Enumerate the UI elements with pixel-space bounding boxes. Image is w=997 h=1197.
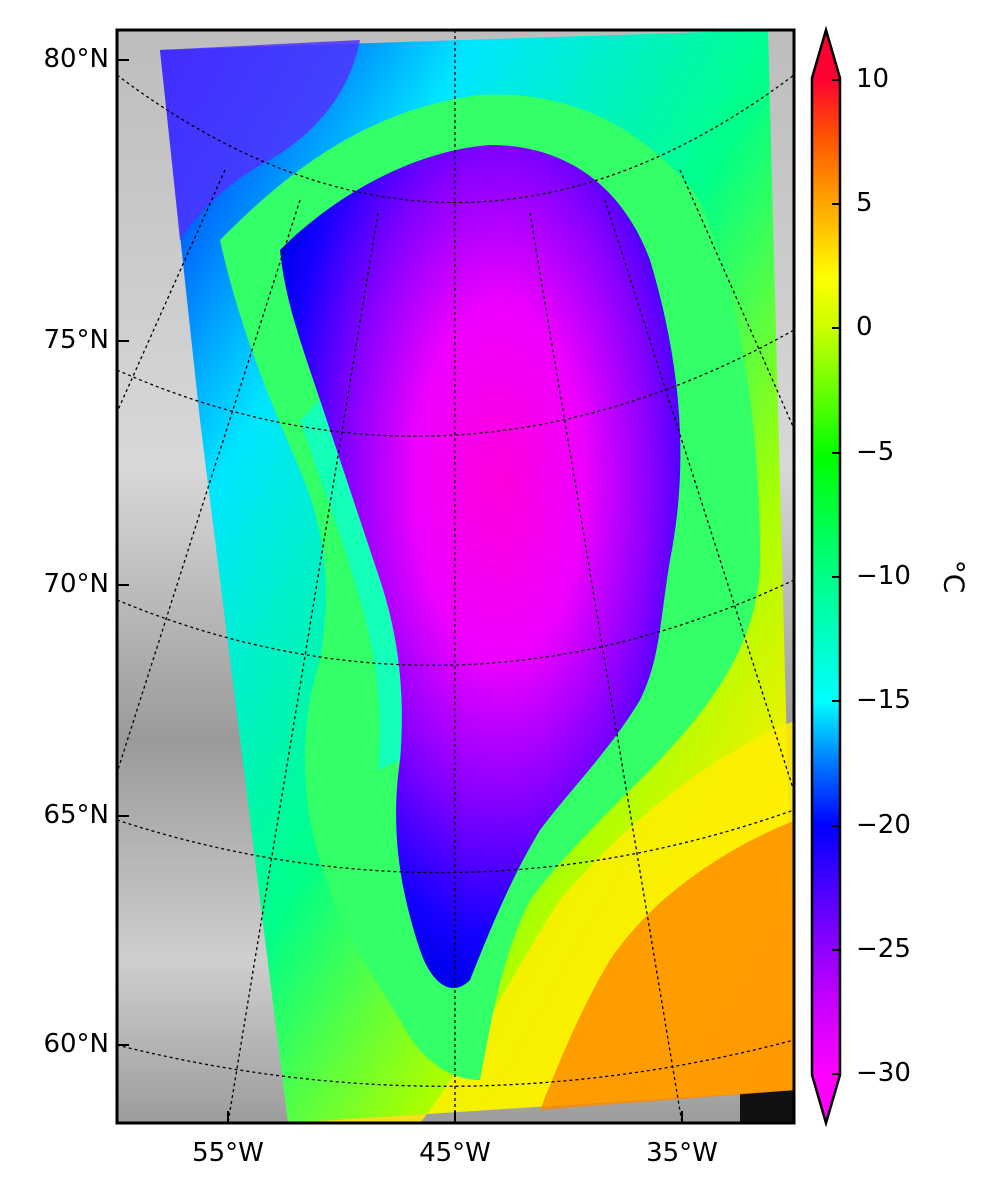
- colorbar-tick-label: 10: [856, 64, 890, 94]
- lon-label-35w: 35°W: [646, 1138, 718, 1168]
- ice-sheet: [280, 145, 681, 989]
- lon-label-55w: 55°W: [192, 1138, 264, 1168]
- colorbar-tick-label: 0: [856, 312, 873, 342]
- lat-label-65: 65°N: [43, 800, 109, 830]
- north-highlands: [160, 40, 360, 240]
- colorbar-tick-label: −25: [856, 934, 911, 964]
- lat-label-80: 80°N: [43, 44, 109, 74]
- lat-label-70: 70°N: [43, 569, 109, 599]
- colorbar-tick-label: −5: [856, 437, 895, 467]
- colorbar-tick-label: −15: [856, 685, 911, 715]
- colorbar-tick-label: −30: [856, 1058, 911, 1088]
- lat-label-60: 60°N: [43, 1029, 109, 1059]
- graticule: [117, 30, 794, 1123]
- colorbar-upper-extend: [812, 30, 840, 78]
- colorbar-ticks: [832, 79, 840, 1075]
- lon-label-45w: 45°W: [419, 1138, 491, 1168]
- hot-region: [540, 820, 794, 1110]
- colorbar-outline: [810, 25, 842, 1128]
- west-margin: [300, 400, 402, 770]
- colorbar-unit-label: °C: [937, 559, 971, 594]
- colorbar-lower-extend: [812, 1075, 840, 1123]
- axis-ticks: [117, 59, 683, 1123]
- colorbar-tick-label: 5: [856, 188, 873, 218]
- lat-label-75: 75°N: [43, 325, 109, 355]
- colorbar-tick-label: −20: [856, 810, 911, 840]
- colorbar-tick-label: −10: [856, 561, 911, 591]
